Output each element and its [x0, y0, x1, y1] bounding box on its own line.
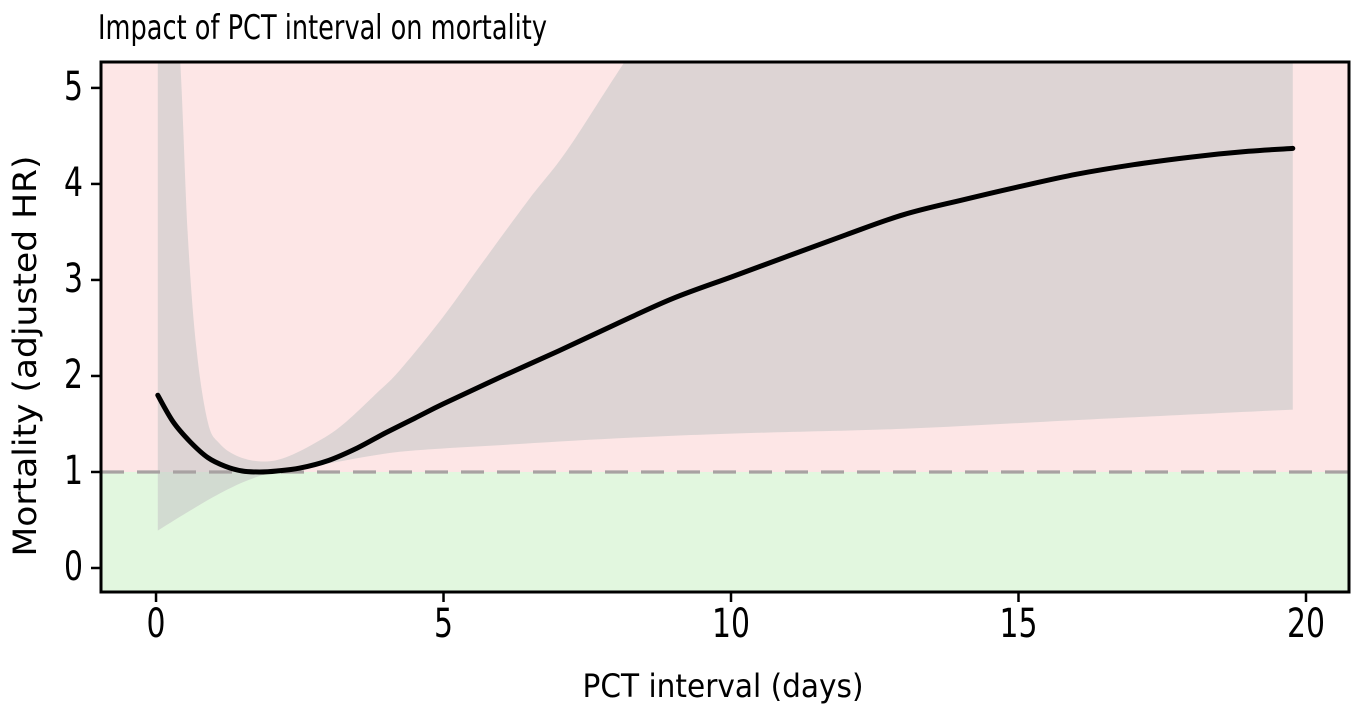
x-tick-label: 0 — [147, 601, 166, 647]
x-tick-label: 15 — [999, 601, 1037, 647]
confidence-band — [157, 62, 1293, 531]
plot-border — [99, 60, 1351, 594]
tick-marks — [91, 86, 1308, 602]
y-tick-label: 0 — [64, 544, 83, 590]
chart-title: Impact of PCT interval on mortality — [98, 8, 547, 48]
x-axis-label: PCT interval (days) — [583, 667, 864, 705]
y-axis-label: Mortality (adjusted HR) — [6, 156, 44, 557]
x-tick-label: 10 — [712, 601, 750, 647]
y-tick-label: 5 — [64, 64, 83, 110]
y-tick-label: 4 — [64, 160, 83, 206]
region-decreased-risk — [101, 471, 1349, 592]
y-tick-label: 1 — [64, 448, 83, 494]
y-axis-tick-labels: 0 1 2 3 4 5 — [64, 64, 83, 590]
y-tick-label: 2 — [64, 352, 83, 398]
x-tick-label: 5 — [434, 601, 453, 647]
x-tick-label: 20 — [1287, 601, 1325, 647]
hazard-ratio-curve — [155, 145, 1296, 475]
y-tick-label: 3 — [64, 256, 83, 302]
x-axis-tick-labels: 0 5 10 15 20 — [147, 601, 1325, 647]
